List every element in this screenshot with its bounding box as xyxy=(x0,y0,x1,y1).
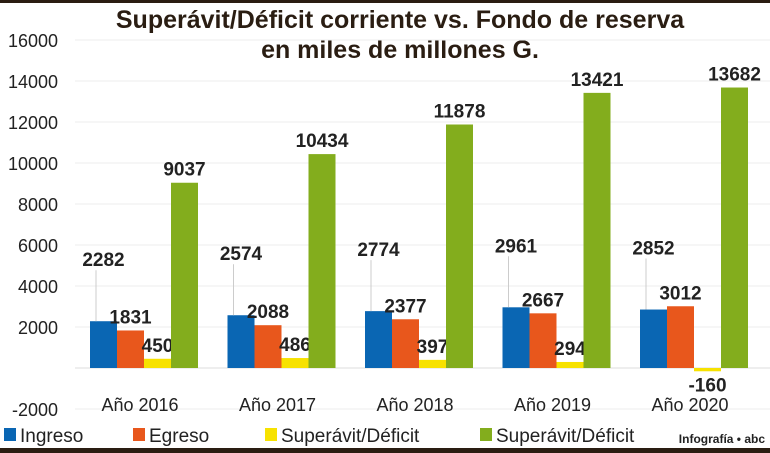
x-tick-label: Año 2016 xyxy=(101,395,178,415)
data-label: 1831 xyxy=(109,307,152,328)
bar xyxy=(281,358,309,368)
top-border xyxy=(0,0,770,3)
data-label: 2961 xyxy=(495,236,538,257)
y-tick-label: 16000 xyxy=(8,31,58,51)
bar xyxy=(667,306,694,368)
bar xyxy=(171,182,198,368)
chart-subtitle: en miles de millones G. xyxy=(261,36,539,64)
bar xyxy=(502,307,530,368)
x-tick-label: Año 2018 xyxy=(376,395,453,415)
bar xyxy=(392,319,419,368)
x-tick-label: Año 2017 xyxy=(239,395,316,415)
legend-label: Ingreso xyxy=(20,426,83,447)
bar xyxy=(308,154,336,368)
data-label: 2282 xyxy=(82,250,124,271)
data-label: 294 xyxy=(554,339,586,360)
bar xyxy=(721,87,748,369)
x-tick-label: Año 2019 xyxy=(514,395,591,415)
y-tick-label: 6000 xyxy=(18,236,58,256)
data-label: 11878 xyxy=(434,102,486,123)
bar xyxy=(640,309,667,368)
legend-swatch xyxy=(4,428,16,441)
credit: Infografía • abc xyxy=(679,432,766,446)
data-label: 9037 xyxy=(163,160,205,181)
data-label: 10434 xyxy=(296,131,349,152)
legend-swatch xyxy=(480,428,492,441)
data-label: 397 xyxy=(417,337,449,358)
data-label: 486 xyxy=(279,335,311,356)
y-tick-label: 12000 xyxy=(8,113,58,133)
bar xyxy=(529,313,557,368)
chart-title: Superávit/Déficit corriente vs. Fondo de… xyxy=(116,6,685,34)
data-label: 13682 xyxy=(708,65,761,86)
bottom-border xyxy=(0,448,770,453)
legend-label: Superávit/Déficit xyxy=(496,426,635,447)
bar xyxy=(365,311,392,368)
legend-swatch xyxy=(133,428,145,441)
data-label: 2088 xyxy=(247,302,289,323)
y-tick-label: -2000 xyxy=(12,400,58,420)
bar xyxy=(90,321,117,368)
data-label: 13421 xyxy=(571,70,624,91)
data-label: 2667 xyxy=(522,290,564,311)
x-tick-label: Año 2020 xyxy=(651,395,728,415)
legend-label: Superávit/Déficit xyxy=(281,426,420,447)
data-label: 2774 xyxy=(357,240,400,261)
bar xyxy=(144,358,171,368)
y-tick-label: 8000 xyxy=(18,195,58,215)
bar xyxy=(227,315,255,368)
bar xyxy=(254,325,282,368)
legend-swatch xyxy=(265,428,277,441)
y-tick-label: 2000 xyxy=(18,318,58,338)
bar xyxy=(117,330,144,368)
data-label: 2852 xyxy=(632,239,674,260)
bar xyxy=(419,359,446,368)
bar xyxy=(694,368,721,372)
bar xyxy=(556,361,584,368)
data-label: 3012 xyxy=(659,283,701,304)
data-label: -160 xyxy=(688,375,726,396)
data-label: 2574 xyxy=(220,244,263,265)
bar xyxy=(583,92,611,368)
data-label: 450 xyxy=(142,336,174,357)
y-tick-label: 4000 xyxy=(18,277,58,297)
y-tick-label: 14000 xyxy=(8,72,58,92)
data-label: 2377 xyxy=(384,296,426,317)
y-tick-label: 10000 xyxy=(8,154,58,174)
bar xyxy=(446,124,473,368)
legend-label: Egreso xyxy=(149,426,209,447)
